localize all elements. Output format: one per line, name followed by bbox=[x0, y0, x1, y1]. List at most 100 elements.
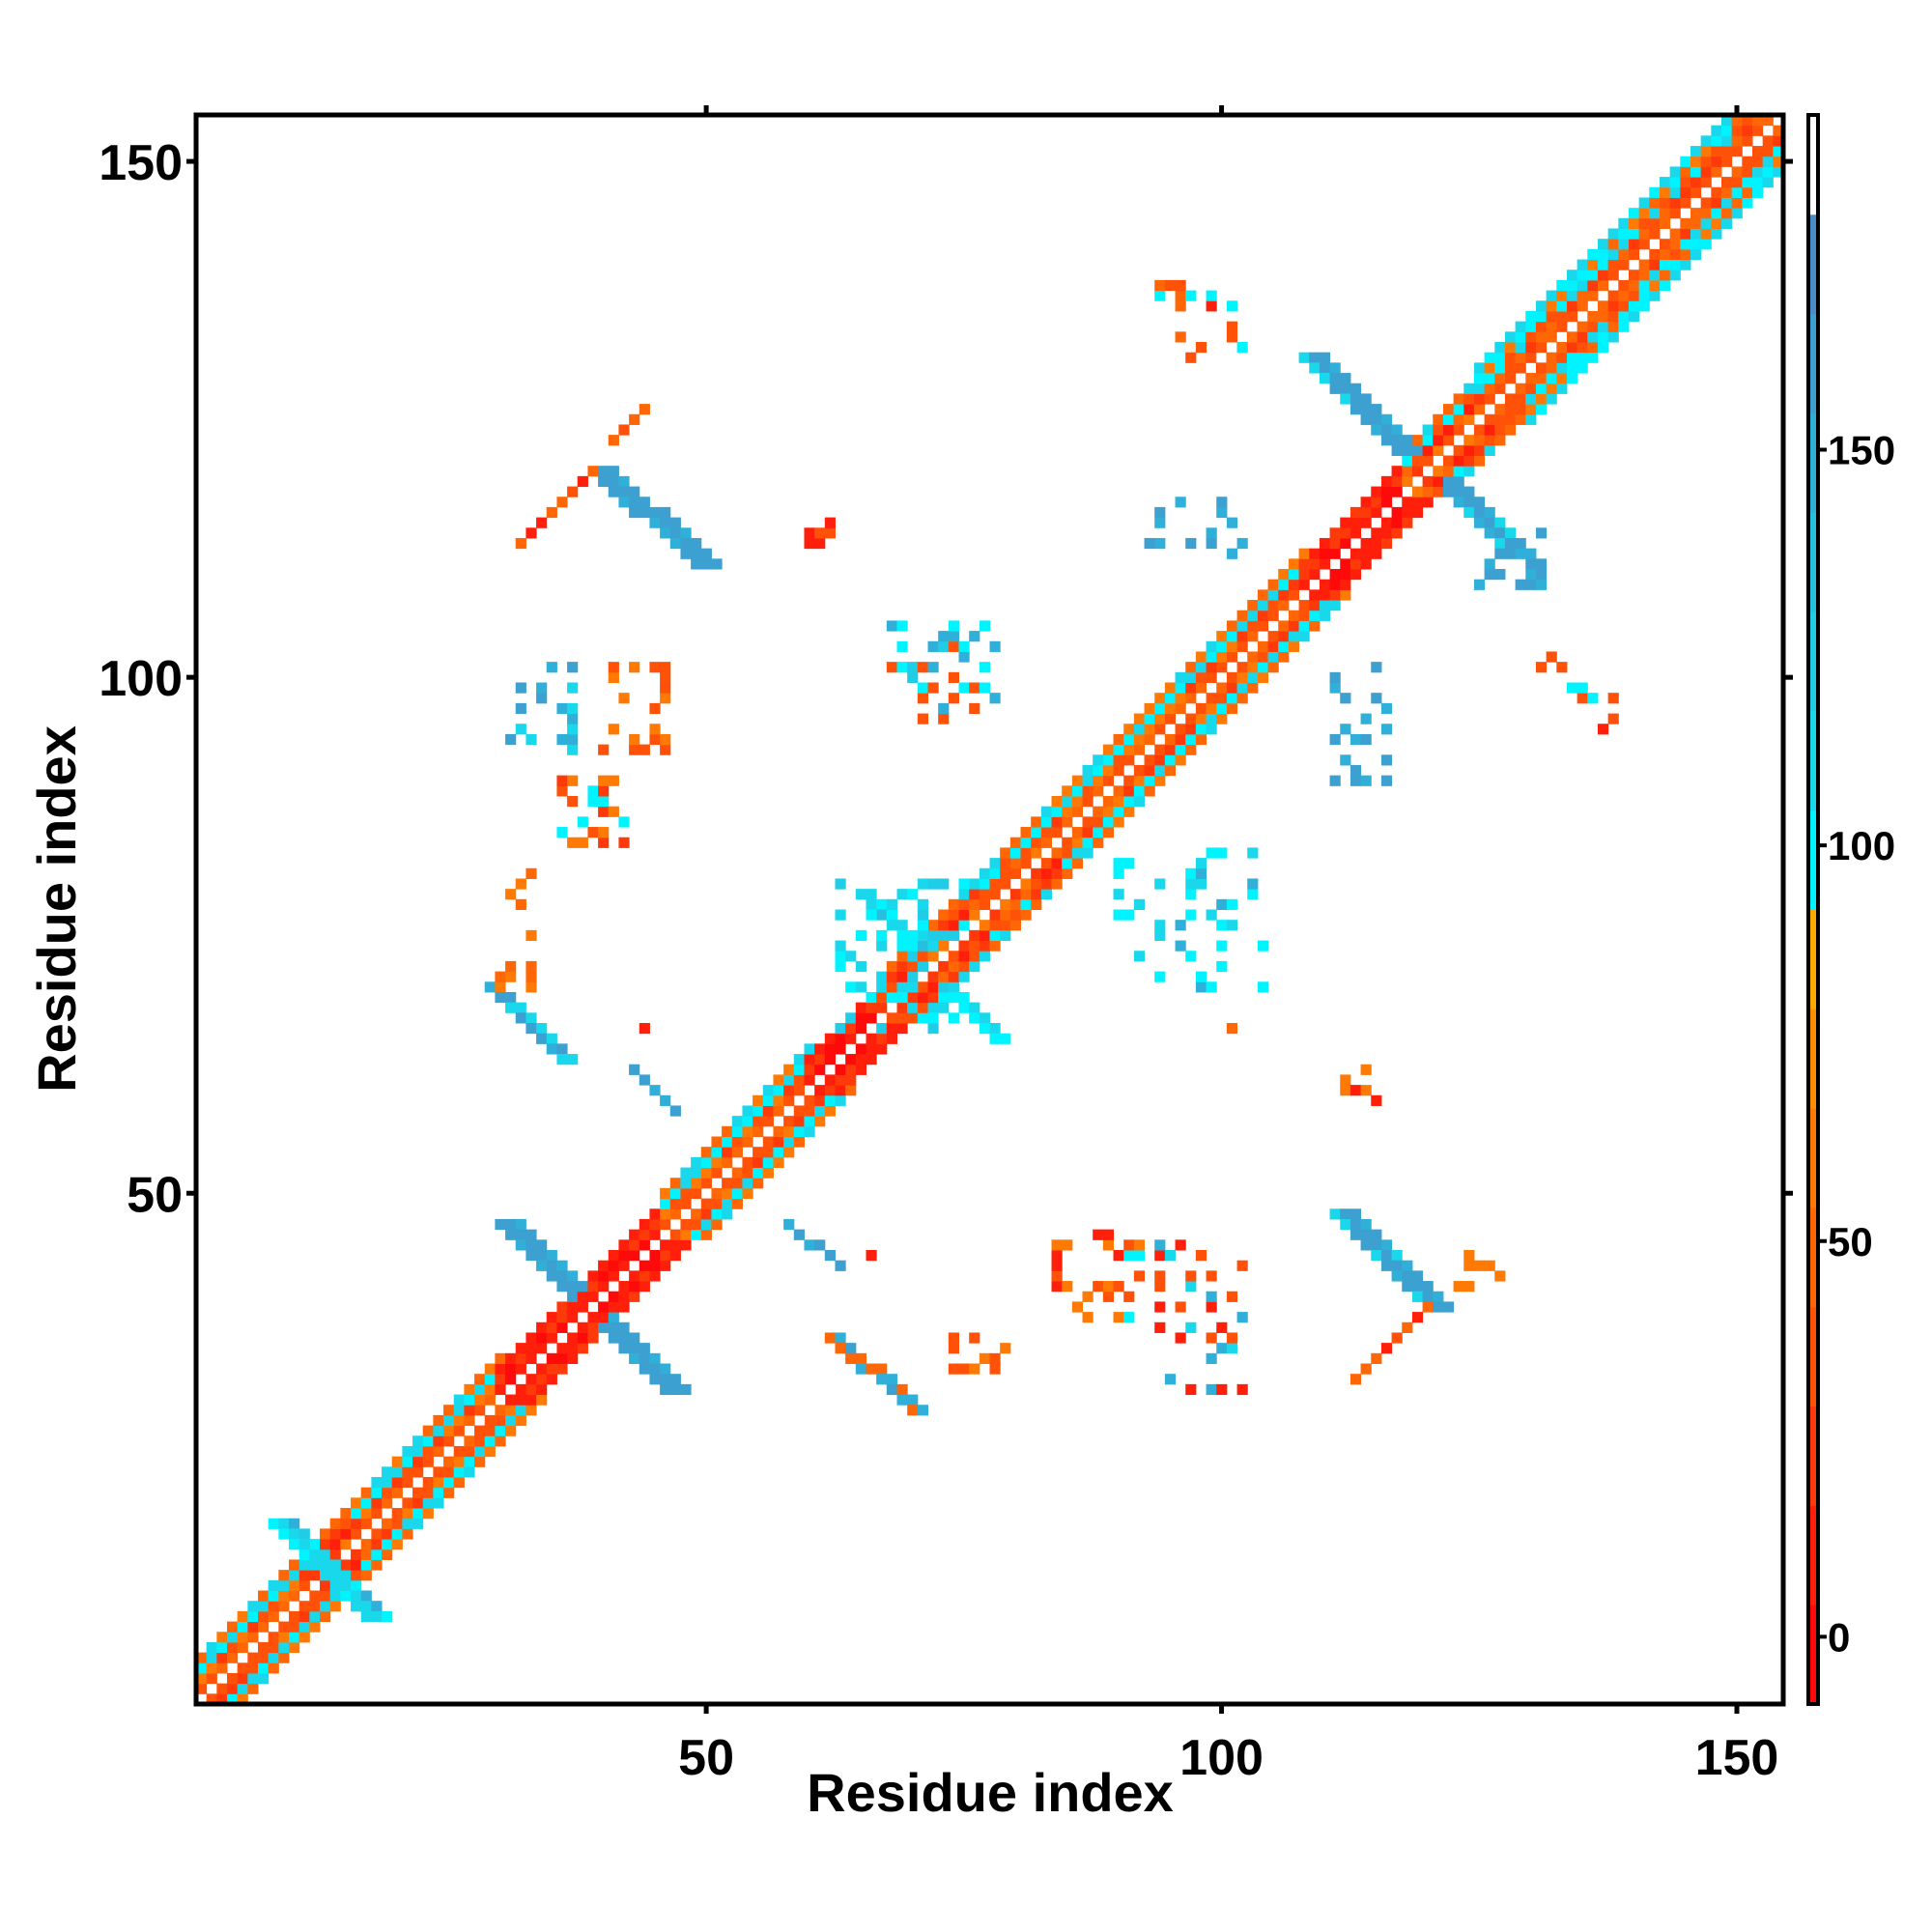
colorbar-bin bbox=[1808, 1108, 1818, 1208]
heatmap-cell bbox=[639, 1239, 650, 1251]
heatmap-cell bbox=[1453, 393, 1464, 405]
heatmap-cell bbox=[618, 1332, 630, 1344]
heatmap-cell bbox=[989, 878, 1001, 890]
heatmap-cell bbox=[824, 1105, 836, 1117]
heatmap-cell bbox=[1484, 383, 1495, 394]
heatmap-cell bbox=[1607, 228, 1619, 240]
heatmap-cell bbox=[1185, 671, 1197, 683]
heatmap-cell bbox=[1556, 342, 1568, 354]
heatmap-cell bbox=[1391, 506, 1403, 519]
heatmap-cell bbox=[1185, 662, 1197, 673]
heatmap-cell bbox=[669, 517, 681, 528]
heatmap-cell bbox=[1751, 115, 1764, 127]
heatmap-cell bbox=[1607, 270, 1619, 281]
heatmap-cell bbox=[1669, 228, 1681, 240]
heatmap-cell bbox=[1185, 733, 1197, 746]
heatmap-cell bbox=[1206, 640, 1217, 652]
heatmap-cell bbox=[1226, 682, 1238, 694]
heatmap-cell bbox=[1175, 671, 1186, 683]
heatmap-cell bbox=[536, 693, 548, 704]
heatmap-cell bbox=[753, 1147, 764, 1158]
heatmap-cell bbox=[948, 693, 959, 704]
heatmap-cell bbox=[1102, 1291, 1115, 1302]
heatmap-cell bbox=[1216, 682, 1228, 694]
heatmap-cell bbox=[546, 662, 557, 673]
heatmap-cell bbox=[1742, 166, 1753, 178]
heatmap-cell bbox=[1185, 1281, 1197, 1293]
heatmap-cell bbox=[464, 1383, 475, 1396]
heatmap-cell bbox=[1051, 1250, 1063, 1262]
heatmap-cell bbox=[979, 951, 990, 962]
heatmap-cell bbox=[278, 1641, 290, 1654]
heatmap-cell bbox=[1206, 981, 1217, 993]
heatmap-cell bbox=[484, 1435, 496, 1447]
heatmap-cell bbox=[1473, 1260, 1486, 1271]
heatmap-cell bbox=[896, 1394, 908, 1406]
heatmap-cell bbox=[278, 1518, 290, 1529]
heatmap-cell bbox=[1175, 300, 1186, 312]
heatmap-cell bbox=[1720, 208, 1733, 219]
heatmap-cell bbox=[505, 1425, 517, 1436]
heatmap-cell bbox=[814, 1094, 826, 1106]
heatmap-cell bbox=[402, 1497, 413, 1509]
heatmap-cell bbox=[1154, 1239, 1166, 1251]
heatmap-cell bbox=[876, 929, 888, 942]
heatmap-cell bbox=[814, 1043, 826, 1055]
heatmap-cell bbox=[1473, 497, 1486, 508]
heatmap-cell bbox=[669, 527, 681, 539]
heatmap-cell bbox=[762, 1156, 774, 1169]
heatmap-cell bbox=[515, 1352, 526, 1364]
heatmap-cell bbox=[989, 1023, 1001, 1035]
heatmap-cell bbox=[515, 1218, 526, 1231]
heatmap-cell bbox=[320, 1590, 331, 1602]
heatmap-cell bbox=[340, 1528, 352, 1540]
heatmap-cell bbox=[700, 1229, 712, 1240]
heatmap-cell bbox=[1154, 290, 1166, 301]
heatmap-cell bbox=[360, 1518, 372, 1529]
heatmap-cell bbox=[536, 1260, 548, 1271]
heatmap-cell bbox=[206, 1672, 217, 1685]
heatmap-cell bbox=[1711, 135, 1722, 147]
heatmap-cell bbox=[1175, 331, 1186, 343]
heatmap-cell bbox=[886, 1374, 897, 1385]
heatmap-cell bbox=[1556, 383, 1568, 394]
colorbar-bin bbox=[1808, 1207, 1818, 1308]
heatmap-cell bbox=[1247, 662, 1259, 673]
heatmap-cell bbox=[1031, 837, 1042, 848]
heatmap-cell bbox=[835, 1064, 846, 1075]
heatmap-cell bbox=[866, 1054, 877, 1065]
heatmap-cell bbox=[453, 1466, 465, 1478]
heatmap-cell bbox=[1751, 146, 1764, 157]
heatmap-cell bbox=[722, 1208, 733, 1220]
heatmap-cell bbox=[618, 1239, 630, 1251]
heatmap-cell bbox=[1216, 960, 1228, 973]
heatmap-cell bbox=[1371, 693, 1382, 704]
heatmap-cell bbox=[1000, 1033, 1011, 1044]
heatmap-cell bbox=[268, 1662, 279, 1674]
heatmap-cell bbox=[1154, 506, 1166, 519]
heatmap-cell bbox=[567, 775, 579, 786]
heatmap-cell bbox=[320, 1570, 331, 1581]
heatmap-cell bbox=[629, 497, 640, 508]
heatmap-cell bbox=[1350, 383, 1362, 394]
heatmap-cell bbox=[1607, 300, 1619, 312]
heatmap-cell bbox=[979, 620, 990, 632]
heatmap-cell bbox=[567, 486, 579, 497]
heatmap-cell bbox=[618, 1301, 630, 1313]
heatmap-cell bbox=[1391, 444, 1403, 456]
heatmap-cell bbox=[515, 1405, 526, 1416]
heatmap-cell bbox=[1402, 1270, 1413, 1282]
heatmap-cell bbox=[1329, 537, 1341, 550]
heatmap-cell bbox=[927, 640, 939, 652]
heatmap-cell bbox=[1247, 671, 1259, 683]
heatmap-cell bbox=[1350, 517, 1362, 528]
heatmap-cell bbox=[948, 1332, 959, 1344]
heatmap-cell bbox=[680, 537, 692, 550]
heatmap-cell bbox=[855, 1363, 867, 1375]
heatmap-cell bbox=[360, 1487, 372, 1498]
heatmap-cell bbox=[1515, 352, 1526, 363]
heatmap-cell bbox=[793, 1136, 805, 1148]
heatmap-cell bbox=[927, 929, 939, 942]
heatmap-cell bbox=[835, 878, 846, 890]
heatmap-cell bbox=[1257, 940, 1269, 952]
